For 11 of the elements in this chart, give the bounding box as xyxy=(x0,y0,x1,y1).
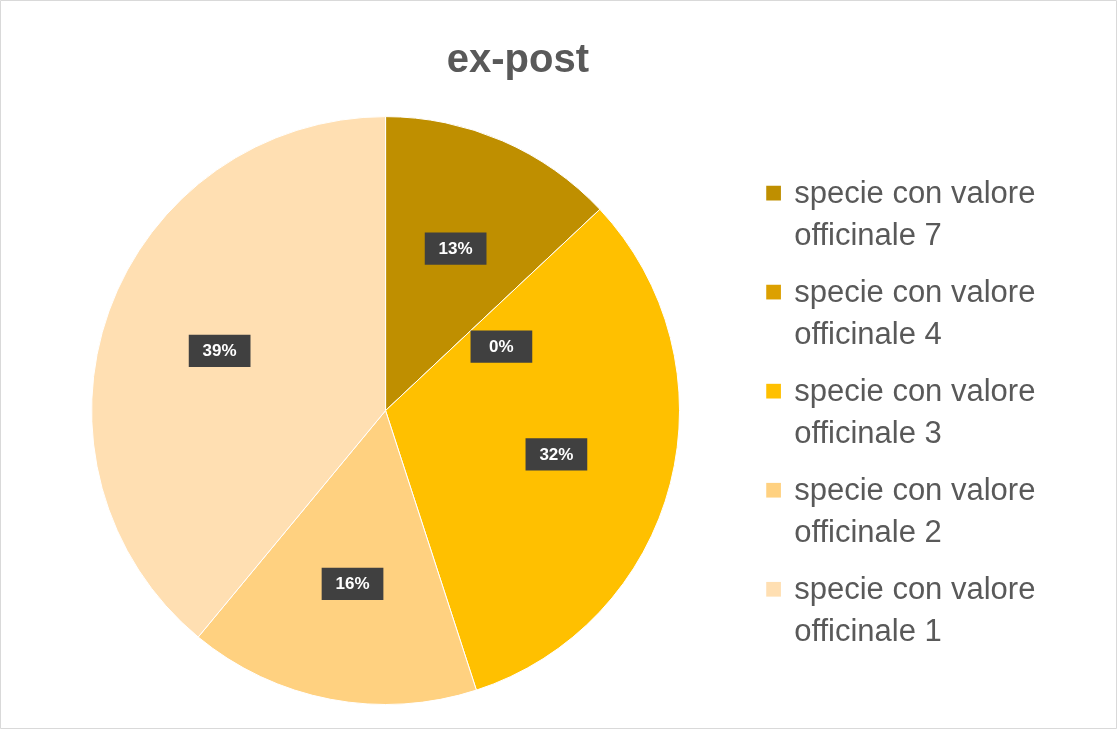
legend-label: specie con valore officinale 7 xyxy=(794,175,1036,253)
legend-label: specie con valore officinale 1 xyxy=(794,571,1036,649)
legend-label: specie con valore officinale 4 xyxy=(794,274,1036,352)
text: 0% xyxy=(489,337,514,357)
data-label: 16% xyxy=(335,574,370,594)
data-label: 32% xyxy=(539,444,574,464)
data-label: 13% xyxy=(438,239,473,259)
data-label: 39% xyxy=(202,341,237,361)
legend-label: specie con valore officinale 3 xyxy=(794,373,1036,451)
chart-title: ex-post xyxy=(446,35,589,80)
legend-label: specie con valore officinale 2 xyxy=(794,472,1036,550)
